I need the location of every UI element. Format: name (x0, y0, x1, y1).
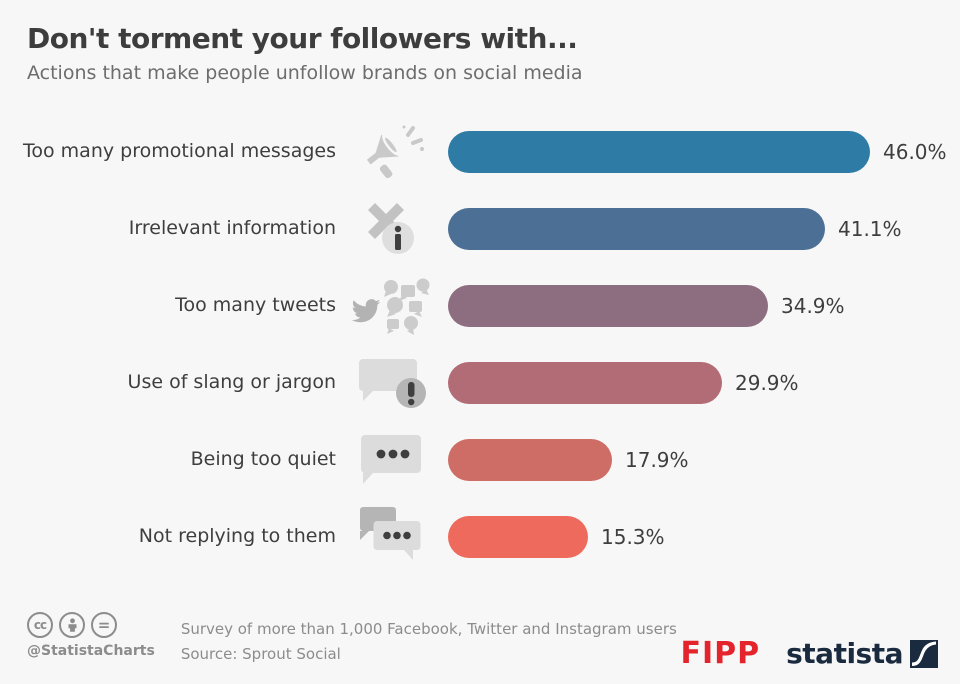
bar-track: 34.9% (448, 284, 960, 327)
bar-slang (448, 361, 722, 404)
cc-badges: cc = (27, 612, 155, 638)
survey-note: Survey of more than 1,000 Facebook, Twit… (180, 620, 677, 638)
statista-square-icon (910, 639, 938, 668)
bar-noreply (448, 515, 588, 558)
value-label: 46.0% (883, 139, 947, 164)
chart-row-promotional: Too many promotional messages (0, 113, 960, 190)
chart-row-quiet: Being too quiet 17.9% (0, 421, 960, 498)
cc-text: cc (33, 618, 47, 632)
category-label: Too many tweets (175, 293, 336, 316)
source-notes: Survey of more than 1,000 Facebook, Twit… (181, 612, 677, 667)
statista-wordmark: statista (786, 637, 903, 670)
value-label: 17.9% (625, 447, 689, 472)
no-reply-chat-bubbles-icon (336, 505, 448, 569)
value-label: 41.1% (838, 216, 902, 241)
value-label: 34.9% (781, 293, 845, 318)
cc-attribution-icon (59, 612, 85, 638)
irrelevant-information-icon (336, 198, 448, 260)
bar-chart: Too many promotional messages (0, 113, 960, 575)
fipp-logo: FIPP (680, 636, 761, 671)
bar-track: 29.9% (448, 361, 960, 404)
chart-row-irrelevant: Irrelevant information 41.1% (0, 190, 960, 267)
footer: cc = @StatistaCharts Survey of more than… (27, 612, 938, 671)
category-label: Irrelevant information (128, 216, 336, 239)
source-line: Source: Sprout Social (180, 645, 341, 663)
chart-subtitle: Actions that make people unfollow brands… (27, 61, 583, 84)
bar-promotional (448, 130, 870, 173)
bar-track: 17.9% (448, 438, 960, 481)
value-label: 15.3% (601, 524, 665, 549)
creative-commons-block: cc = @StatistaCharts (27, 612, 155, 659)
quiet-bubble-ellipsis-icon (336, 431, 448, 489)
chart-row-noreply: Not replying to them 15.3% (0, 498, 960, 575)
megaphone-icon (336, 121, 448, 183)
bar-irrelevant (448, 207, 825, 250)
statista-charts-handle: @StatistaCharts (27, 643, 155, 659)
category-label: Too many promotional messages (23, 139, 336, 162)
cc-equal-icon: = (91, 612, 117, 638)
chart-title: Don't torment your followers with... (27, 22, 578, 55)
slang-jargon-bubble-icon (336, 353, 448, 413)
bar-tweets (448, 284, 768, 327)
twitter-tweets-icon (336, 275, 448, 337)
bar-track: 46.0% (448, 130, 960, 173)
category-label: Not replying to them (138, 524, 336, 547)
chart-row-tweets: Too many tweets 34.9 (0, 267, 960, 344)
header: Don't torment your followers with... Act… (0, 0, 960, 84)
chart-row-slang: Use of slang or jargon 29.9% (0, 344, 960, 421)
bar-quiet (448, 438, 612, 481)
bar-track: 41.1% (448, 207, 960, 250)
category-label: Being too quiet (190, 447, 336, 470)
statista-logo: statista (786, 637, 938, 670)
footer-logos: FIPP statista (680, 636, 938, 671)
value-label: 29.9% (735, 370, 799, 395)
category-label: Use of slang or jargon (127, 370, 336, 393)
cc-license-icon: cc (27, 612, 53, 638)
equal-text: = (97, 616, 111, 634)
bar-track: 15.3% (448, 515, 960, 558)
